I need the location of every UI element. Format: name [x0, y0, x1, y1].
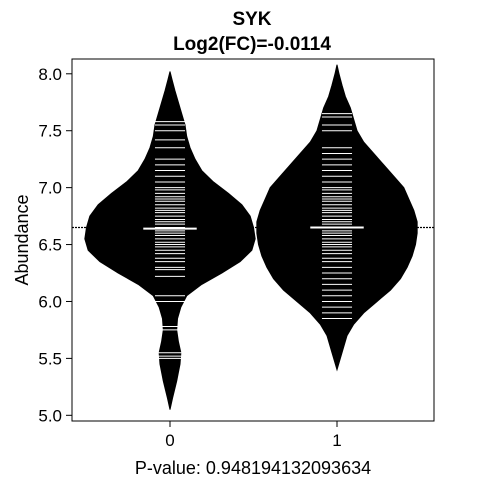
y-axis-label: Abundance — [12, 194, 32, 285]
bean-density — [256, 64, 418, 372]
y-tick-label: 7.5 — [38, 122, 62, 141]
y-tick-label: 8.0 — [38, 65, 62, 84]
y-tick-label: 7.0 — [38, 179, 62, 198]
bean-1 — [256, 64, 418, 372]
chart-title: SYK — [232, 9, 271, 30]
x-axis-label: P-value: 0.948194132093634 — [135, 458, 371, 478]
x-tick-label: 0 — [165, 431, 174, 450]
bean-density — [84, 71, 256, 410]
chart-subtitle: Log2(FC)=-0.0114 — [173, 34, 331, 55]
y-tick-label: 6.5 — [38, 236, 62, 255]
bean-0 — [84, 71, 256, 410]
y-tick-label: 5.5 — [38, 349, 62, 368]
x-tick-label: 1 — [332, 431, 341, 450]
plot-frame — [71, 58, 435, 422]
y-axis: 5.0 5.5 6.0 6.5 7.0 7.5 8.0 — [38, 65, 72, 425]
beans-layer — [72, 64, 434, 410]
y-tick-label: 6.0 — [38, 292, 62, 311]
y-tick-label: 5.0 — [38, 406, 62, 425]
